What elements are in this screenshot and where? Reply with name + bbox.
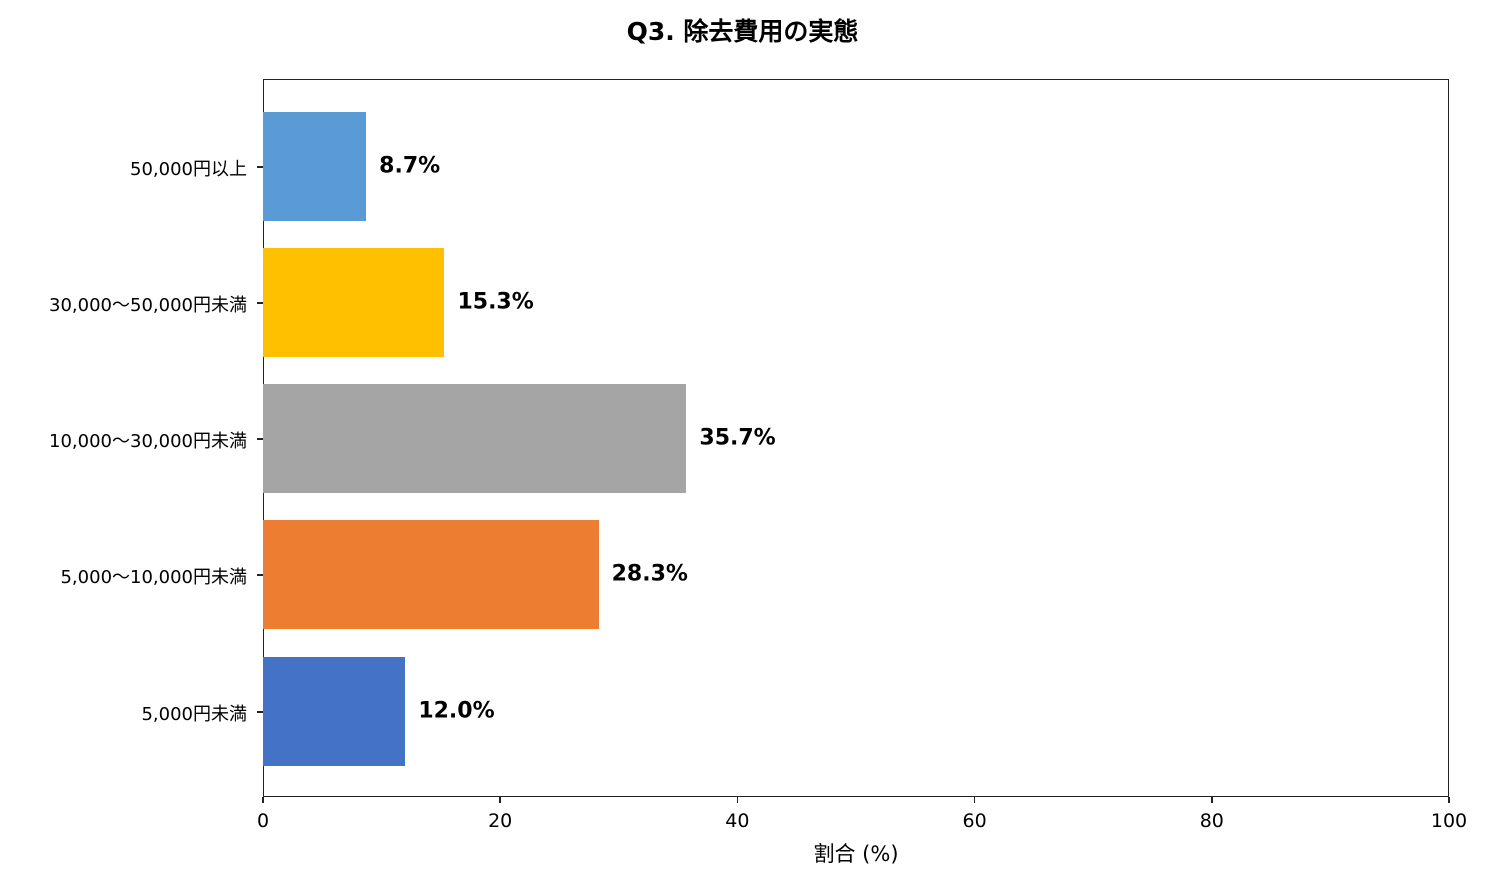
x-tick-label: 20: [488, 810, 513, 832]
x-tick-label: 80: [1199, 810, 1224, 832]
y-tick-label: 5,000円未満: [141, 704, 247, 725]
y-tick: [257, 166, 263, 168]
x-tick-label: 60: [962, 810, 987, 832]
bar-value-label: 8.7%: [379, 153, 441, 179]
bar-value-label: 15.3%: [457, 289, 534, 315]
x-tick-label: 0: [256, 810, 270, 832]
x-tick: [262, 797, 264, 803]
x-tick: [1211, 797, 1213, 803]
bar: [263, 112, 367, 221]
bar-value-label: 35.7%: [699, 425, 776, 451]
y-tick-label: 10,000〜30,000円未満: [49, 431, 247, 452]
x-tick: [1448, 797, 1450, 803]
y-tick: [257, 302, 263, 304]
y-tick: [257, 574, 263, 576]
x-tick-label: 40: [725, 810, 750, 832]
x-axis-title: 割合 (%): [813, 842, 899, 866]
y-tick-label: 30,000〜50,000円未満: [49, 295, 247, 316]
chart-title: Q3. 除去費用の実態: [626, 17, 859, 46]
x-tick-label: 100: [1430, 810, 1468, 832]
bar: [263, 520, 599, 629]
y-tick: [257, 438, 263, 440]
x-tick: [973, 797, 976, 803]
x-tick: [499, 797, 501, 803]
bar: [263, 657, 406, 766]
bar: [263, 384, 687, 493]
y-tick-label: 50,000円以上: [130, 159, 247, 180]
bar-value-label: 12.0%: [418, 698, 495, 724]
bar: [263, 248, 445, 357]
y-tick-label: 5,000〜10,000円未満: [60, 567, 247, 588]
bar-value-label: 28.3%: [611, 561, 688, 587]
x-tick: [736, 797, 739, 803]
y-tick: [257, 711, 263, 713]
